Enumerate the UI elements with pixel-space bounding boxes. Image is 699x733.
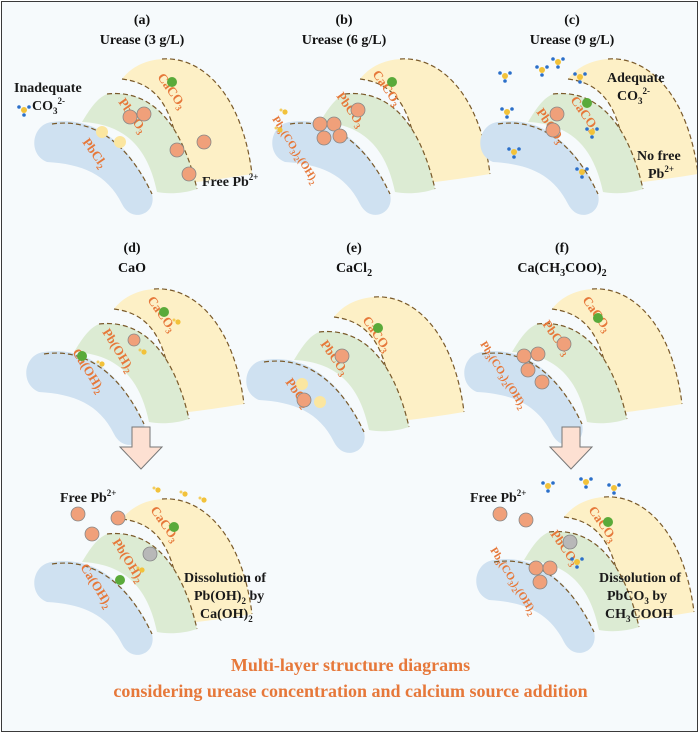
panel-e-letter: (e) <box>346 241 362 256</box>
particle-c1 <box>549 106 565 122</box>
layer-stack-e <box>245 296 465 454</box>
down-arrow-d <box>118 426 164 470</box>
green-dot-d2 <box>77 351 87 361</box>
green-dot-f2 <box>603 517 613 527</box>
panel-e: (e) CaCl2 CaCO3 PbCO3 PbCl2 <box>245 241 465 454</box>
gray-dot-d <box>142 546 158 562</box>
particle-a6 <box>196 134 212 150</box>
particle-f4 <box>520 362 536 378</box>
panel-c-letter: (c) <box>564 13 580 28</box>
free-pb-label-f: Free Pb2+ <box>470 488 526 506</box>
free-pb-label-d: Free Pb2+ <box>60 488 116 506</box>
panel-a-letter: (a) <box>134 13 151 28</box>
ion-icon-c1 <box>498 71 512 83</box>
particle-a7 <box>181 166 197 182</box>
panel-c: (c) Urease (9 g/L) CaCO3 PbCO3 Adequate … <box>479 13 697 216</box>
panel-f-letter: (f) <box>555 241 569 256</box>
particle-f9 <box>492 506 508 522</box>
pboh2-by-label: Pb(OH)2 by <box>194 589 264 606</box>
particle-f2 <box>516 348 532 364</box>
free-pb-label-a: Free Pb2+ <box>202 172 258 190</box>
particle-f8 <box>532 574 548 590</box>
panel-b: (b) Urease (6 g/L) CaCO3 PbCO3 Pb3(CO3)2… <box>268 13 491 216</box>
pb-label-c: Pb2+ <box>648 164 674 182</box>
panel-d-letter: (d) <box>123 241 140 256</box>
dissolution-label-d: Dissolution of <box>184 571 266 586</box>
caption-line-2: considering urease concentration and cal… <box>113 681 588 701</box>
green-dot-e <box>373 323 383 333</box>
co3-label-a: CO32- <box>32 96 65 116</box>
green-dot-d4 <box>115 575 125 585</box>
down-arrow-f <box>548 426 594 470</box>
ion-icon-d6 <box>198 496 207 503</box>
particle-e3 <box>296 378 308 390</box>
ch3cooh-label: CH3COOH <box>605 607 673 624</box>
ion-icon-c3 <box>551 57 565 69</box>
panel-a-title: Urease (3 g/L) <box>100 33 185 48</box>
layer-stack-d <box>25 288 245 446</box>
inadequate-label: Inadequate <box>14 81 82 96</box>
particle-d2 <box>70 506 86 522</box>
panel-b-letter: (b) <box>335 13 352 28</box>
particle-b4 <box>316 130 332 146</box>
panel-d-title: CaO <box>118 261 146 276</box>
particle-a5 <box>169 142 185 158</box>
carbonate-ion-icon <box>17 105 31 117</box>
ion-icon-f1 <box>541 481 555 493</box>
particle-c2 <box>545 122 561 138</box>
dissolution-label-f: Dissolution of <box>599 571 681 586</box>
green-dot-c <box>582 98 592 108</box>
particle-f1 <box>556 336 572 352</box>
particle-d1 <box>127 333 141 347</box>
particle-f3 <box>530 346 546 362</box>
caoh2-label-d: Ca(OH)2 <box>200 607 253 624</box>
particle-f5 <box>534 374 550 390</box>
particle-b5 <box>332 128 348 144</box>
particle-e4 <box>314 396 326 408</box>
particle-d3 <box>110 510 126 526</box>
particle-d4 <box>84 526 100 542</box>
particle-e2 <box>296 392 312 408</box>
panel-a: (a) Urease (3 g/L) CaCO3 PbCO3 PbCl2 Ina… <box>14 13 258 216</box>
particle-a2 <box>136 106 152 122</box>
ion-icon-c2 <box>535 65 549 77</box>
panel-d: (d) CaO CaCO3 Pb(OH)2 Ca(OH)2 CaCO3 Pb(O… <box>25 241 266 656</box>
green-dot-d1 <box>159 307 169 317</box>
gray-dot-f <box>562 534 578 550</box>
particle-a4 <box>114 136 126 148</box>
particle-a1 <box>122 109 138 125</box>
green-dot-d3 <box>169 522 179 532</box>
ion-icon-d5 <box>179 490 188 497</box>
green-dot-a <box>167 77 177 87</box>
particle-b3 <box>326 116 342 132</box>
ion-icon-c5 <box>500 107 514 119</box>
ion-icon-b1 <box>279 108 288 115</box>
ion-icon-d4 <box>152 486 161 493</box>
pbco3-by-label: PbCO3 by <box>607 589 667 606</box>
panel-f-title: Ca(CH3COO)2 <box>517 261 606 279</box>
particle-a3 <box>96 126 108 138</box>
ion-icon-f2 <box>579 477 593 489</box>
co3-label-c: CO32- <box>617 86 650 106</box>
panel-c-title: Urease (9 g/L) <box>530 33 615 48</box>
caption-line-1: Multi-layer structure diagrams <box>230 655 471 675</box>
ion-icon-f3 <box>607 483 621 495</box>
particle-f7 <box>542 560 558 576</box>
label-pb3-b: Pb3(CO3)2(OH)2 <box>268 114 321 187</box>
particle-b2 <box>312 116 328 132</box>
particle-e1 <box>334 348 350 364</box>
particle-f10 <box>518 512 534 528</box>
panel-e-title: CaCl2 <box>336 261 372 279</box>
green-dot-b <box>387 77 397 87</box>
green-dot-f <box>593 313 603 323</box>
adequate-label: Adequate <box>607 71 665 86</box>
particle-b1 <box>350 102 366 118</box>
no-free-label: No free <box>637 149 681 164</box>
panel-b-title: Urease (6 g/L) <box>302 33 387 48</box>
panel-f: (f) Ca(CH3COO)2 CaCO3 PbCO3 Pb3(CO3)2(OH… <box>463 241 695 654</box>
particle-f6 <box>528 560 544 576</box>
